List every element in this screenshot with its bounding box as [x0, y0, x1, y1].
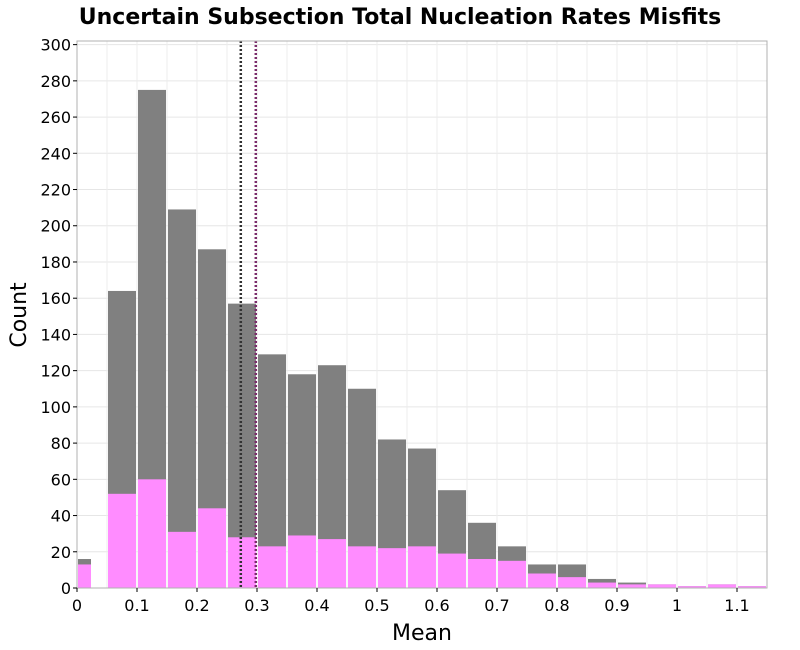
bar-subset [378, 548, 406, 588]
y-tick-label: 160 [40, 289, 71, 308]
bar-subset [528, 573, 556, 588]
y-tick-label: 20 [51, 543, 71, 562]
bar-subset [618, 584, 646, 588]
bar-subset [708, 584, 736, 588]
bar-subset [648, 584, 676, 588]
bar-subset [498, 560, 526, 588]
x-tick-label: 0.2 [184, 596, 209, 615]
x-tick-label: 0.3 [244, 596, 269, 615]
bar-subset [318, 539, 346, 588]
bar-subset [588, 582, 616, 588]
bar-subset [78, 564, 91, 588]
y-tick-label: 220 [40, 181, 71, 200]
reference-lines [239, 41, 258, 588]
x-tick-label: 1.1 [724, 596, 749, 615]
bar-subset [438, 553, 466, 588]
x-tick-label: 0.8 [544, 596, 569, 615]
y-tick-label: 0 [61, 579, 71, 598]
x-tick-label: 1 [672, 596, 682, 615]
chart-title: Uncertain Subsection Total Nucleation Ra… [79, 5, 721, 30]
y-tick-label: 180 [40, 253, 71, 272]
x-tick-label: 0.6 [424, 596, 449, 615]
bar-subset [678, 586, 706, 588]
bar-subset [108, 493, 136, 588]
x-tick-label: 0.5 [364, 596, 389, 615]
x-tick-label: 0.9 [604, 596, 629, 615]
x-axis-label: Mean [392, 621, 452, 646]
y-tick-label: 40 [51, 507, 71, 526]
y-tick-label: 100 [40, 398, 71, 417]
axes: 0 20 40 60 80 100 120 140 160 180 200 220 240 260 280 3… [40, 36, 768, 615]
y-tick-label: 80 [51, 434, 71, 453]
bar-total [168, 209, 196, 588]
bar-subset [198, 508, 226, 588]
bar-subset [558, 577, 586, 588]
bar-subset [408, 546, 436, 588]
y-tick-label: 240 [40, 144, 71, 163]
bar-subset [138, 479, 166, 588]
y-tick-label: 140 [40, 325, 71, 344]
bar-subset [468, 559, 496, 588]
bar-subset [168, 531, 196, 588]
x-tick-label: 0.7 [484, 596, 509, 615]
y-tick-label: 280 [40, 72, 71, 91]
bar-subset [738, 586, 766, 588]
y-tick-label: 260 [40, 108, 71, 127]
y-tick-label: 60 [51, 470, 71, 489]
x-tick-label: 0 [72, 596, 82, 615]
bars [78, 89, 766, 588]
x-tick-label: 0.1 [124, 596, 149, 615]
bar-subset [288, 535, 316, 588]
bar-subset [258, 546, 286, 588]
y-tick-label: 300 [40, 36, 71, 55]
bar-subset [348, 546, 376, 588]
y-axis-label: Count [7, 282, 32, 348]
y-tick-label: 120 [40, 362, 71, 381]
plot-border [76, 40, 768, 589]
x-tick-label: 0.4 [304, 596, 329, 615]
y-tick-label: 200 [40, 217, 71, 236]
